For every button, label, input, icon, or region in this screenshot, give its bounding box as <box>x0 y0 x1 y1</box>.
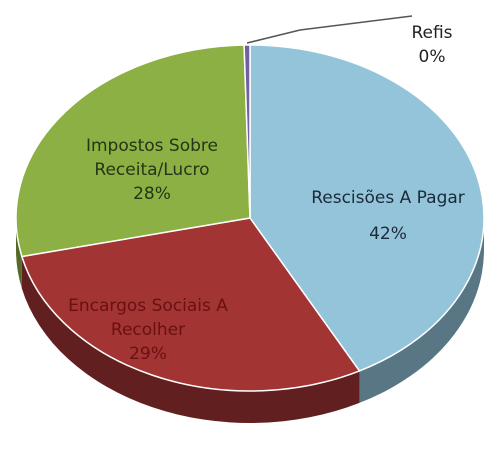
slice <box>20 217 361 392</box>
slice-label: Encargos Sociais A Recolher <box>68 296 228 340</box>
slice-value: 28% <box>133 184 171 204</box>
slice-side <box>21 256 360 423</box>
slice-value: 42% <box>369 224 407 244</box>
slice-value: 0% <box>418 47 446 67</box>
slice <box>243 44 251 219</box>
slice-side <box>16 218 22 289</box>
slice-label: Impostos Sobre Receita/Lucro <box>85 136 218 180</box>
slice-value: 29% <box>129 344 167 364</box>
slice <box>15 44 251 258</box>
slice <box>249 44 485 372</box>
slice-label: Rescisões A Pagar <box>311 188 465 208</box>
slice-label: Refis <box>411 23 453 43</box>
leader-line <box>246 15 413 44</box>
